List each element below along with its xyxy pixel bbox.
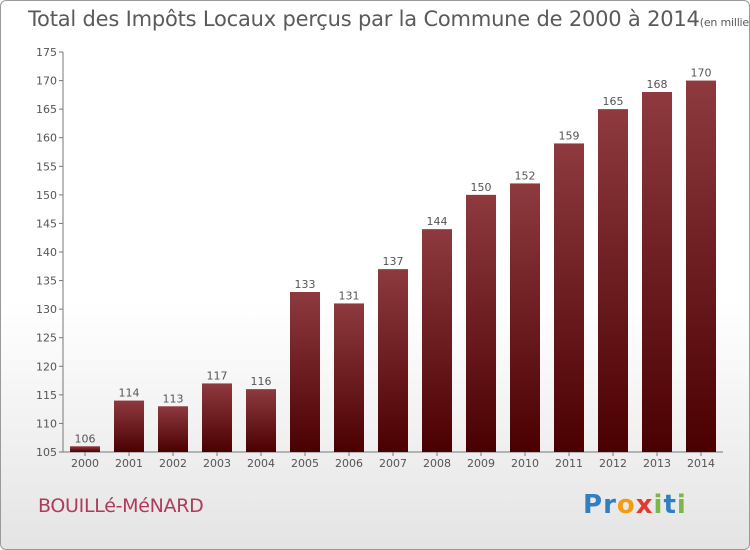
y-tick-label: 115 bbox=[36, 389, 57, 402]
bar bbox=[686, 80, 716, 453]
bar bbox=[598, 109, 628, 453]
y-tick-label: 155 bbox=[36, 160, 57, 173]
logo-letter: x bbox=[635, 490, 654, 520]
data-label: 152 bbox=[515, 169, 536, 182]
x-tick-label: 2012 bbox=[599, 457, 627, 470]
x-tick-label: 2004 bbox=[247, 457, 275, 470]
x-tick-label: 2014 bbox=[687, 457, 715, 470]
data-label: 150 bbox=[471, 181, 492, 194]
x-tick-label: 2010 bbox=[511, 457, 539, 470]
bar bbox=[334, 303, 364, 452]
bar bbox=[158, 406, 188, 452]
bar bbox=[70, 446, 100, 452]
data-label: 106 bbox=[75, 432, 96, 445]
x-tick-label: 2002 bbox=[159, 457, 187, 470]
y-tick-label: 140 bbox=[36, 246, 57, 259]
bar bbox=[554, 143, 584, 452]
chart-title-text: Total des Impôts Locaux perçus par la Co… bbox=[28, 7, 700, 31]
bar bbox=[202, 383, 232, 452]
logo-letter: i bbox=[653, 490, 664, 520]
logo-letter: P bbox=[583, 490, 604, 520]
data-label: 133 bbox=[295, 278, 316, 291]
y-tick-label: 165 bbox=[36, 103, 57, 116]
logo-letter: t bbox=[663, 490, 677, 520]
bar bbox=[246, 389, 276, 452]
logo-letter: r bbox=[603, 490, 617, 520]
data-label: 144 bbox=[427, 215, 448, 228]
y-tick-label: 110 bbox=[36, 417, 57, 430]
proxiti-logo[interactable]: Proxiti bbox=[583, 490, 687, 520]
logo-letter: i bbox=[676, 490, 687, 520]
x-tick-label: 2011 bbox=[555, 457, 583, 470]
y-tick-label: 105 bbox=[36, 446, 57, 459]
data-label: 137 bbox=[383, 255, 404, 268]
data-label: 114 bbox=[119, 387, 140, 400]
chart-title: Total des Impôts Locaux perçus par la Co… bbox=[28, 7, 749, 31]
y-tick-label: 160 bbox=[36, 132, 57, 145]
data-label: 165 bbox=[603, 95, 624, 108]
bar bbox=[642, 92, 672, 452]
bar bbox=[422, 229, 452, 452]
data-label: 159 bbox=[559, 129, 580, 142]
bar bbox=[290, 292, 320, 452]
y-tick-label: 135 bbox=[36, 275, 57, 288]
bar bbox=[114, 400, 144, 452]
x-tick-label: 2003 bbox=[203, 457, 231, 470]
x-tick-label: 2008 bbox=[423, 457, 451, 470]
logo-letter: o bbox=[616, 490, 636, 520]
data-label: 117 bbox=[207, 369, 228, 382]
bar bbox=[466, 194, 496, 452]
commune-name: BOUILLé-MéNARD bbox=[38, 495, 204, 517]
data-label: 131 bbox=[339, 289, 360, 302]
y-tick-label: 170 bbox=[36, 75, 57, 88]
x-tick-label: 2001 bbox=[115, 457, 143, 470]
y-tick-label: 175 bbox=[36, 46, 57, 59]
chart-title-unit: (en milliers d'€) bbox=[699, 16, 749, 29]
x-tick-label: 2013 bbox=[643, 457, 671, 470]
x-tick-label: 2006 bbox=[335, 457, 363, 470]
data-label: 113 bbox=[163, 392, 184, 405]
bar bbox=[510, 183, 540, 452]
x-tick-label: 2007 bbox=[379, 457, 407, 470]
x-tick-label: 2009 bbox=[467, 457, 495, 470]
y-tick-label: 125 bbox=[36, 332, 57, 345]
x-tick-label: 2005 bbox=[291, 457, 319, 470]
data-label: 170 bbox=[691, 67, 712, 80]
y-tick-label: 120 bbox=[36, 360, 57, 373]
y-tick-label: 130 bbox=[36, 303, 57, 316]
y-tick-label: 150 bbox=[36, 189, 57, 202]
data-label: 116 bbox=[251, 375, 272, 388]
x-tick-label: 2000 bbox=[71, 457, 99, 470]
data-label: 168 bbox=[647, 78, 668, 91]
y-tick-label: 145 bbox=[36, 217, 57, 230]
bar bbox=[378, 269, 408, 452]
